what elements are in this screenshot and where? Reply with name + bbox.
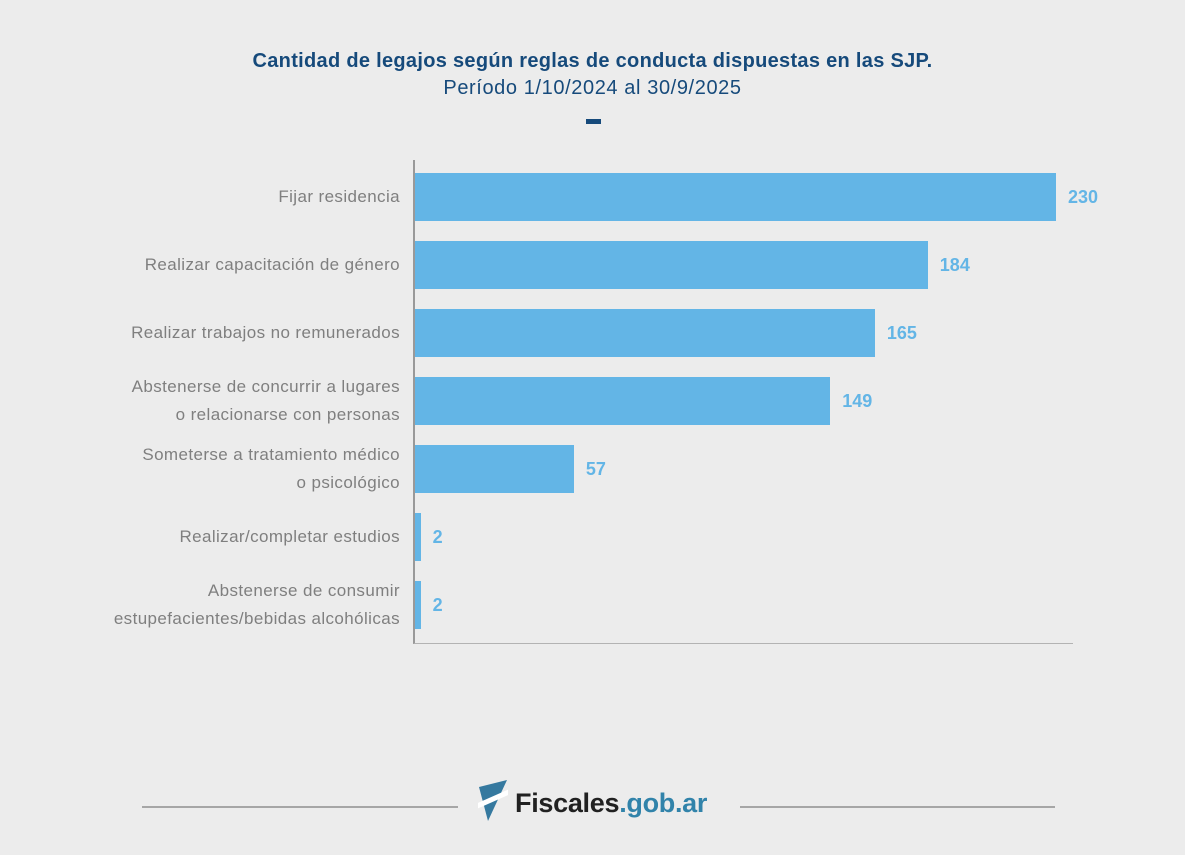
bar [415, 309, 875, 357]
bar [415, 173, 1056, 221]
bar [415, 581, 421, 629]
category-label: Fijar residencia [278, 187, 400, 206]
footer-divider-right [740, 806, 1055, 808]
bar-plot-area: 230 184 165 149 57 2 2 [413, 160, 1098, 644]
category-label: Abstenerse de consumir estupefacientes/b… [113, 581, 400, 628]
chart-subtitle: Período 1/10/2024 al 30/9/2025 [443, 77, 742, 99]
value-label: 184 [939, 254, 970, 275]
brand-name-suffix: .gob.ar [619, 787, 708, 818]
brand-name-dark: Fiscales [515, 787, 620, 818]
brand-logo: Fiscales.gob.ar [473, 779, 707, 827]
value-label: 230 [1068, 186, 1099, 207]
divider-dash: – [585, 119, 601, 124]
chart-title: Cantidad de legajos según reglas de cond… [252, 50, 933, 72]
bar [415, 241, 928, 289]
bar [415, 513, 421, 561]
value-label: 149 [842, 390, 873, 411]
value-label: 57 [585, 458, 606, 479]
fiscales-flag-icon [473, 779, 513, 827]
category-label: Realizar trabajos no remunerados [131, 323, 400, 342]
bar [415, 445, 574, 493]
value-label: 2 [432, 526, 443, 547]
value-label: 165 [886, 322, 917, 343]
category-label: Someterse a tratamiento médico o psicoló… [142, 445, 400, 492]
bar [415, 377, 831, 425]
category-label: Abstenerse de concurrir a lugares o rela… [131, 377, 400, 424]
category-labels: Fijar residencia Realizar capacitación de… [60, 160, 400, 644]
value-label: 2 [432, 594, 443, 615]
footer-divider-left [142, 806, 458, 808]
brand-name: Fiscales.gob.ar [515, 788, 707, 819]
category-label: Realizar/completar estudios [179, 527, 400, 546]
category-label: Realizar capacitación de género [144, 255, 400, 274]
